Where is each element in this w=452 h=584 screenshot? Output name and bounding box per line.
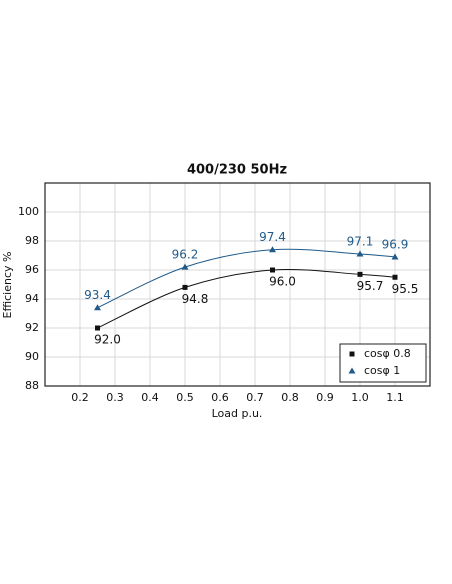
- x-tick-label: 0.6: [211, 391, 229, 404]
- data-label: 97.1: [347, 235, 374, 249]
- data-label: 97.4: [259, 230, 286, 244]
- x-tick-label: 0.4: [141, 391, 159, 404]
- chart-title: 400/230 50Hz: [187, 163, 287, 178]
- point: [94, 304, 101, 311]
- data-label: 96.0: [269, 275, 296, 289]
- y-axis-label: Efficiency %: [1, 252, 14, 319]
- point: [95, 325, 100, 331]
- point: [392, 274, 398, 280]
- x-tick-label: 0.2: [71, 391, 89, 404]
- point: [269, 246, 276, 253]
- x-tick-label: 1.0: [351, 391, 369, 404]
- y-tick-label: 88: [25, 379, 39, 392]
- point: [182, 284, 188, 290]
- point: [357, 271, 363, 277]
- y-tick-label: 94: [25, 292, 39, 305]
- x-tick-label: 0.5: [176, 391, 194, 404]
- x-tick-label: 0.3: [106, 391, 124, 404]
- point: [270, 267, 275, 273]
- legend-marker: [349, 351, 355, 357]
- x-tick-label: 0.9: [316, 391, 334, 404]
- legend-label: cosφ 0.8: [364, 347, 411, 360]
- data-label: 95.5: [392, 282, 419, 296]
- y-tick-label: 90: [25, 350, 39, 363]
- data-label: 92.0: [94, 333, 121, 347]
- data-label: 96.9: [382, 237, 409, 251]
- x-tick-label: 0.8: [281, 391, 299, 404]
- y-tick-label: 96: [25, 263, 39, 276]
- point: [181, 263, 189, 270]
- y-tick-label: 92: [25, 321, 39, 334]
- y-tick-label: 100: [18, 205, 39, 218]
- data-label: 95.7: [357, 279, 384, 293]
- legend-marker: [348, 367, 356, 374]
- point: [356, 250, 364, 257]
- plot-frame: [44, 182, 431, 387]
- data-label: 94.8: [182, 292, 209, 306]
- data-label: 96.2: [172, 248, 199, 262]
- legend-box: [339, 343, 427, 383]
- y-tick-label: 98: [25, 234, 39, 247]
- point: [391, 253, 399, 260]
- x-tick-label: 1.1: [386, 391, 404, 404]
- data-label: 93.4: [84, 288, 111, 302]
- x-tick-label: 0.7: [246, 391, 264, 404]
- x-axis-label: Load p.u.: [212, 407, 263, 420]
- legend-label: cosφ 1: [364, 364, 400, 377]
